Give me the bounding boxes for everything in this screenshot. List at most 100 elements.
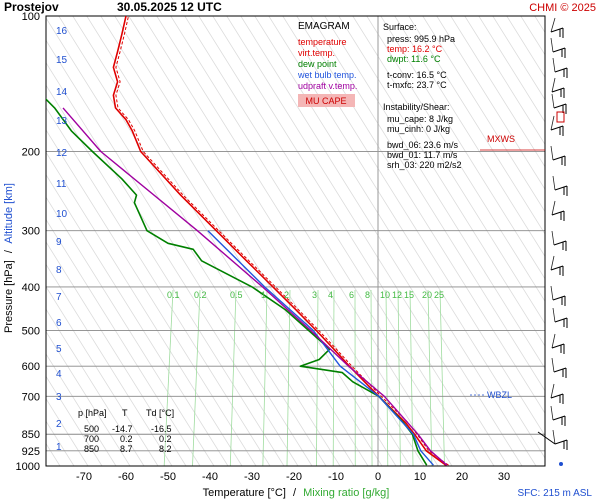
- dry-adiabat-line: [46, 218, 201, 466]
- dry-adiabat-line: [46, 263, 173, 466]
- dry-adiabat-line: [268, 16, 545, 459]
- dry-adiabat-line: [366, 16, 545, 302]
- dry-adiabat-line: [212, 16, 495, 466]
- dry-adiabat-line: [46, 375, 103, 466]
- temperature-tick-label: -50: [160, 471, 176, 483]
- mixing-ratio-label: 0.1: [167, 290, 180, 300]
- mixing-ratio-label: 4: [328, 290, 333, 300]
- wind-barb-staff: [552, 295, 566, 301]
- pressure-tick-label: 500: [22, 326, 40, 338]
- mixing-ratio-label: 20: [422, 290, 432, 300]
- series-line-wet-bulb-temp-: [207, 230, 434, 466]
- dry-adiabat-line: [324, 16, 545, 370]
- wind-profile-segment: [551, 93, 555, 109]
- dry-adiabat-line: [46, 241, 187, 466]
- surface-dwpt: dwpt: 11.6 °C: [387, 54, 441, 64]
- bwd01-value: bwd_01: 11.7 m/s: [387, 150, 458, 160]
- mxws-marker-box: [556, 111, 565, 123]
- altitude-tick-label: 12: [56, 148, 68, 159]
- altitude-tick-label: 2: [56, 419, 62, 430]
- dry-adiabat-line: [156, 16, 439, 466]
- dry-adiabat-line: [46, 151, 243, 466]
- mixing-ratio-label: 2: [284, 290, 289, 300]
- table-cell: -16.5: [151, 424, 172, 434]
- table-cell: -14.7: [112, 424, 133, 434]
- wind-barb-staff: [551, 343, 565, 349]
- mixing-ratio-label: 12: [392, 290, 402, 300]
- mixing-ratio-line: [316, 289, 319, 466]
- altitude-tick-label: 5: [56, 344, 62, 355]
- sounding-datetime: 30.05.2025 12 UTC: [117, 0, 222, 14]
- mixing-ratio-label: 3: [312, 290, 317, 300]
- legend-virt-temp: virt.temp.: [298, 48, 335, 58]
- mxws-label: MXWS: [487, 134, 515, 144]
- dry-adiabat-line: [310, 16, 545, 392]
- mixing-ratio-label: 8: [365, 290, 370, 300]
- xlabel-sep: /: [293, 487, 297, 499]
- temperature-tick-label: 0: [375, 471, 381, 483]
- dry-adiabat-line: [170, 16, 453, 466]
- mu-cape-badge: MU CAPE: [305, 96, 346, 106]
- pressure-tick-label: 200: [22, 146, 40, 158]
- wind-profile-segment: [552, 57, 556, 73]
- temperature-tick-label: -30: [244, 471, 260, 483]
- background-grid: [46, 16, 545, 466]
- altitude-tick-label: 16: [56, 26, 68, 37]
- wind-barb-staff: [550, 265, 564, 271]
- dry-adiabat-line: [46, 129, 257, 466]
- surface-wind-marker: [559, 462, 563, 466]
- legend-updraft: udpraft v.temp.: [298, 81, 357, 91]
- dry-adiabat-line: [46, 330, 131, 466]
- altitude-tick-label: 1: [56, 442, 62, 453]
- dry-adiabat-line: [46, 84, 285, 466]
- x-axis-label: Temperature [°C] / Mixing ratio [g/kg]: [203, 487, 390, 499]
- wind-barb-staff: [552, 47, 566, 53]
- wind-profile-segment: [550, 405, 554, 421]
- legend-dew-point: dew point: [298, 59, 337, 69]
- pressure-tick-label: 400: [22, 282, 40, 294]
- mixing-ratio-line: [229, 289, 237, 466]
- sounding-series: [46, 16, 449, 466]
- wind-profile-segment: [550, 115, 555, 131]
- wind-barb-staff: [553, 240, 567, 246]
- wind-profile-segment: [550, 17, 556, 33]
- table-header-td: Td [°C]: [146, 408, 174, 418]
- mixing-ratio-label: 0.2: [194, 290, 207, 300]
- ylabel-sep: /: [3, 249, 15, 253]
- mu-cinh-value: mu_cinh: 0 J/kg: [387, 124, 450, 134]
- dry-adiabat-line: [226, 16, 509, 466]
- table-cell: 8.7: [120, 444, 133, 454]
- mu-cape-value: mu_cape: 8 J/kg: [387, 114, 453, 124]
- mixing-ratio-line: [192, 289, 201, 466]
- pressure-tick-label: 300: [22, 226, 40, 238]
- dry-adiabat-line: [72, 16, 355, 466]
- dry-adiabat-line: [464, 16, 545, 146]
- dry-adiabat-line: [506, 16, 545, 78]
- tconv-value: t-conv: 16.5 °C: [387, 70, 447, 80]
- wind-profile-segment: [552, 307, 556, 323]
- mixing-ratio-line: [332, 289, 335, 466]
- altitude-tick-label: 10: [56, 209, 68, 220]
- legend-wet-bulb: wet bulb temp.: [297, 70, 357, 80]
- pressure-tick-label: 1000: [16, 461, 40, 473]
- pressure-tick-labels: 100 200 300 400 500 600 700 850 925 1000: [16, 11, 40, 473]
- wind-barb-staff: [552, 415, 566, 421]
- mixing-ratio-line: [385, 289, 389, 466]
- wind-barb-staff: [554, 67, 568, 73]
- table-cell: 0.2: [120, 434, 133, 444]
- altitude-tick-label: 15: [56, 55, 68, 66]
- altitude-tick-label: 4: [56, 369, 62, 380]
- level-table: p [hPa] T Td [°C] 500 -14.7 -16.5 700 0.…: [78, 408, 174, 454]
- legend: EMAGRAM temperature virt.temp. dew point…: [297, 21, 357, 107]
- series-line-udpraft-v-temp-: [62, 107, 448, 466]
- mixing-ratio-line: [397, 289, 401, 466]
- mixing-ratio-label: 6: [349, 290, 354, 300]
- wind-barb-staff: [551, 210, 565, 216]
- wind-profile-segment: [552, 429, 556, 445]
- wind-barb-staff: [553, 367, 567, 373]
- tmxfc-value: t-mxfc: 23.7 °C: [387, 80, 447, 90]
- dry-adiabat-line: [46, 174, 229, 466]
- dry-adiabat-line: [114, 16, 397, 466]
- ylabel-pressure: Pressure [hPa]: [3, 260, 15, 333]
- table-cell: 850: [84, 444, 99, 454]
